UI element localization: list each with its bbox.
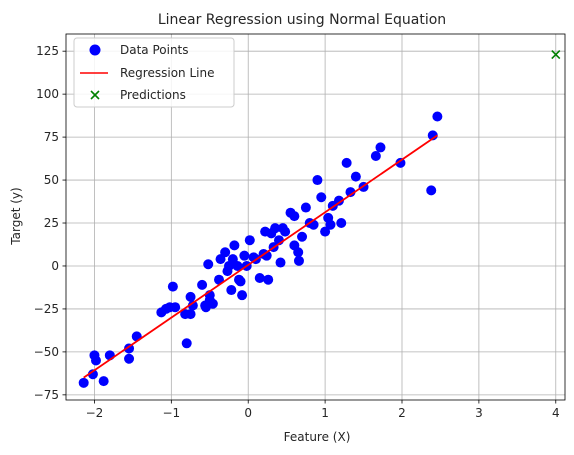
x-tick-label: 2 bbox=[398, 406, 406, 420]
data-point bbox=[426, 185, 437, 196]
x-axis-label: Feature (X) bbox=[284, 430, 351, 444]
y-tick-label: 100 bbox=[36, 87, 59, 101]
data-point bbox=[375, 142, 386, 153]
x-tick-label: 4 bbox=[552, 406, 560, 420]
y-tick-label: −75 bbox=[34, 388, 59, 402]
data-point bbox=[87, 369, 98, 380]
x-tick-label: −1 bbox=[162, 406, 180, 420]
y-tick-label: 75 bbox=[44, 130, 59, 144]
data-point bbox=[293, 247, 304, 258]
data-point bbox=[220, 247, 231, 258]
data-point bbox=[185, 291, 196, 302]
legend: Data Points Regression Line Predictions bbox=[73, 37, 235, 108]
data-point bbox=[370, 151, 381, 161]
data-point bbox=[232, 260, 243, 271]
data-point bbox=[263, 274, 274, 285]
data-point bbox=[170, 302, 181, 313]
data-point bbox=[336, 218, 347, 229]
y-tick-label: 125 bbox=[36, 44, 59, 58]
data-point bbox=[237, 290, 248, 301]
axis-ticks: −2 −1 0 1 2 3 4 −75 −50 −25 0 25 50 75 100 125 bbox=[34, 44, 560, 420]
y-tick-label: 50 bbox=[44, 173, 59, 187]
y-tick-label: −50 bbox=[34, 345, 59, 359]
data-point bbox=[239, 250, 250, 261]
legend-label-predictions: Predictions bbox=[120, 88, 186, 102]
plot-area bbox=[78, 50, 561, 388]
data-point bbox=[167, 281, 178, 292]
data-point bbox=[235, 276, 246, 287]
y-tick-label: 0 bbox=[51, 259, 59, 273]
y-axis-label: Target (y) bbox=[9, 187, 23, 245]
data-point bbox=[320, 226, 331, 237]
legend-label-regression-line: Regression Line bbox=[120, 66, 214, 80]
data-point bbox=[185, 309, 196, 320]
x-tick-label: −2 bbox=[86, 406, 104, 420]
data-point bbox=[333, 195, 344, 206]
data-point bbox=[203, 259, 214, 270]
data-point bbox=[350, 171, 361, 182]
x-tick-label: 1 bbox=[321, 406, 329, 420]
data-point bbox=[275, 257, 286, 268]
legend-label-data-points: Data Points bbox=[120, 43, 189, 57]
data-point bbox=[90, 355, 101, 366]
legend-marker-predictions bbox=[90, 90, 100, 100]
data-point bbox=[124, 353, 135, 364]
data-point bbox=[78, 377, 89, 388]
x-tick-label: 0 bbox=[244, 406, 252, 420]
data-point bbox=[226, 285, 237, 296]
x-tick-label: 3 bbox=[475, 406, 483, 420]
data-point bbox=[297, 231, 308, 242]
data-point bbox=[289, 211, 300, 222]
data-point bbox=[280, 226, 291, 237]
data-point bbox=[300, 202, 311, 213]
data-point bbox=[244, 235, 255, 246]
data-point bbox=[270, 223, 281, 234]
data-point bbox=[341, 157, 352, 168]
data-point bbox=[432, 111, 443, 122]
data-point bbox=[345, 187, 356, 198]
data-point bbox=[229, 240, 240, 251]
data-point bbox=[312, 175, 323, 186]
regression-line bbox=[83, 134, 438, 379]
data-point bbox=[197, 279, 208, 290]
data-point bbox=[207, 298, 218, 309]
legend-box bbox=[73, 37, 235, 108]
data-point bbox=[395, 157, 406, 168]
prediction-point bbox=[551, 50, 561, 60]
data-point bbox=[187, 300, 198, 311]
data-point bbox=[316, 192, 327, 203]
data-point bbox=[293, 255, 304, 266]
data-point bbox=[181, 338, 192, 349]
grid bbox=[66, 34, 565, 400]
axes-frame bbox=[65, 33, 566, 401]
data-point bbox=[325, 219, 336, 230]
y-tick-label: −25 bbox=[34, 302, 59, 316]
data-point bbox=[254, 273, 265, 283]
data-point bbox=[98, 376, 109, 387]
legend-marker-data-points bbox=[89, 44, 101, 56]
chart-title: Linear Regression using Normal Equation bbox=[158, 12, 446, 28]
y-tick-label: 25 bbox=[44, 216, 59, 230]
